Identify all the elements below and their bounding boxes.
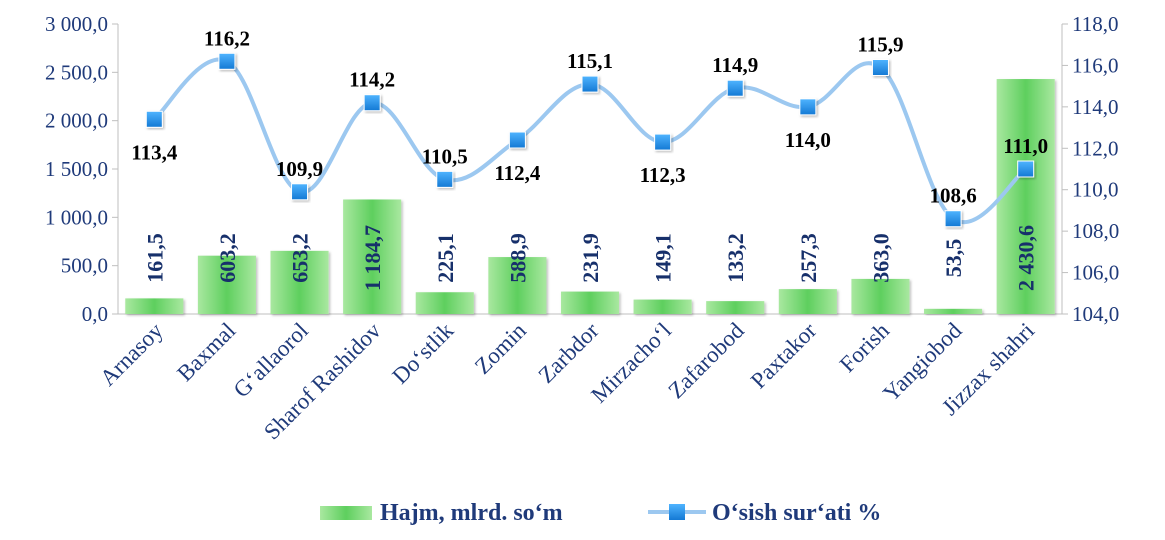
line-data-label: 109,9 [276,157,323,181]
bar [270,250,329,314]
category-label: Baxmal [172,318,240,386]
line-marker [726,79,744,97]
legend-line-marker [669,504,685,520]
bar-data-label: 161,5 [142,233,167,283]
bar [924,308,983,314]
right-tick-label: 114,0 [1072,95,1118,119]
category-label: Forish [835,318,895,378]
line-data-label: 112,4 [494,161,541,185]
right-tick-label: 106,0 [1072,261,1119,285]
line-marker [436,170,454,188]
line-data-label: 113,4 [131,140,178,164]
line-marker [654,133,672,151]
bar-data-label: 231,9 [578,233,603,283]
line-data-label: 115,9 [857,33,903,57]
bar-data-label: 133,2 [723,233,748,283]
bar [560,291,620,314]
line-data-label: 112,3 [640,163,686,187]
line-data-label: 115,1 [567,49,613,73]
bar [778,289,837,314]
line-marker [291,183,309,201]
line-marker [1017,160,1035,178]
line-data-label: 110,5 [422,144,468,168]
category-label: Arnasoy [95,318,168,391]
line-data-label: 114,2 [349,68,395,92]
right-tick-label: 108,0 [1072,219,1119,243]
left-tick-label: 1 500,0 [45,157,108,181]
category-label: Zomin [470,318,531,379]
bars-layer [125,79,1055,315]
category-label: Paxtakor [746,318,822,394]
line-layer [145,52,1035,228]
bar-data-label: 225,1 [433,233,458,283]
bar [851,278,910,314]
left-tick-label: 2 000,0 [45,109,108,133]
bar-data-label: 2 430,6 [1014,225,1039,291]
category-label: Mirzacho‘l [586,318,676,408]
bar [996,79,1055,315]
bar [633,299,692,314]
bar-data-label: 53,5 [941,239,966,278]
bar [488,257,547,314]
legend-bar-label: Hajm, mlrd. so‘m [380,500,563,526]
line-marker [145,110,163,128]
line-data-label: 114,9 [712,53,758,77]
right-tick-label: 110,0 [1072,178,1118,202]
left-tick-label: 1 000,0 [45,205,108,229]
category-label: Do‘stlik [387,318,458,389]
category-label: Zafarobod [663,318,749,404]
line-marker [871,59,889,76]
bar [343,199,402,314]
line-marker [218,52,236,70]
legend-bar-swatch [320,506,372,520]
bar-data-label: 653,2 [288,233,313,283]
right-tick-label: 112,0 [1072,136,1118,160]
line-marker [944,210,962,228]
bar-data-label: 257,3 [796,233,821,283]
legend: Hajm, mlrd. so‘m O‘sish sur‘ati % [320,500,881,526]
bar [125,298,184,314]
line-marker [581,75,599,93]
left-tick-label: 0,0 [82,302,108,326]
left-tick-label: 500,0 [61,254,108,278]
labels-layer: 113,4 116,2 109,9 114,2 110,5 112,4 115,1 112,3… [131,26,1048,291]
bar-data-label: 1 184,7 [360,225,385,291]
left-tick-label: 3 000,0 [45,12,108,36]
bar [706,301,765,314]
line-data-label: 116,2 [204,26,250,50]
line-data-label: 108,6 [929,184,976,208]
category-label: Zarbdor [533,318,603,388]
bar [197,255,256,314]
line-marker [799,98,817,116]
bar-data-label: 603,2 [215,233,240,282]
bar-data-label: 363,0 [868,233,893,283]
legend-line-label: O‘sish sur‘ati % [712,500,881,526]
line-data-label: 111,0 [1003,134,1048,158]
left-tick-label: 2 500,0 [45,60,108,84]
right-tick-label: 116,0 [1072,53,1118,77]
right-tick-label: 104,0 [1072,302,1119,326]
line-marker [508,131,526,149]
bar-data-label: 588,9 [505,233,530,283]
line-data-label: 114,0 [785,128,831,152]
bar [415,292,474,314]
right-tick-label: 118,0 [1072,12,1118,36]
bar-data-label: 149,1 [651,233,676,283]
line-marker [363,94,381,112]
